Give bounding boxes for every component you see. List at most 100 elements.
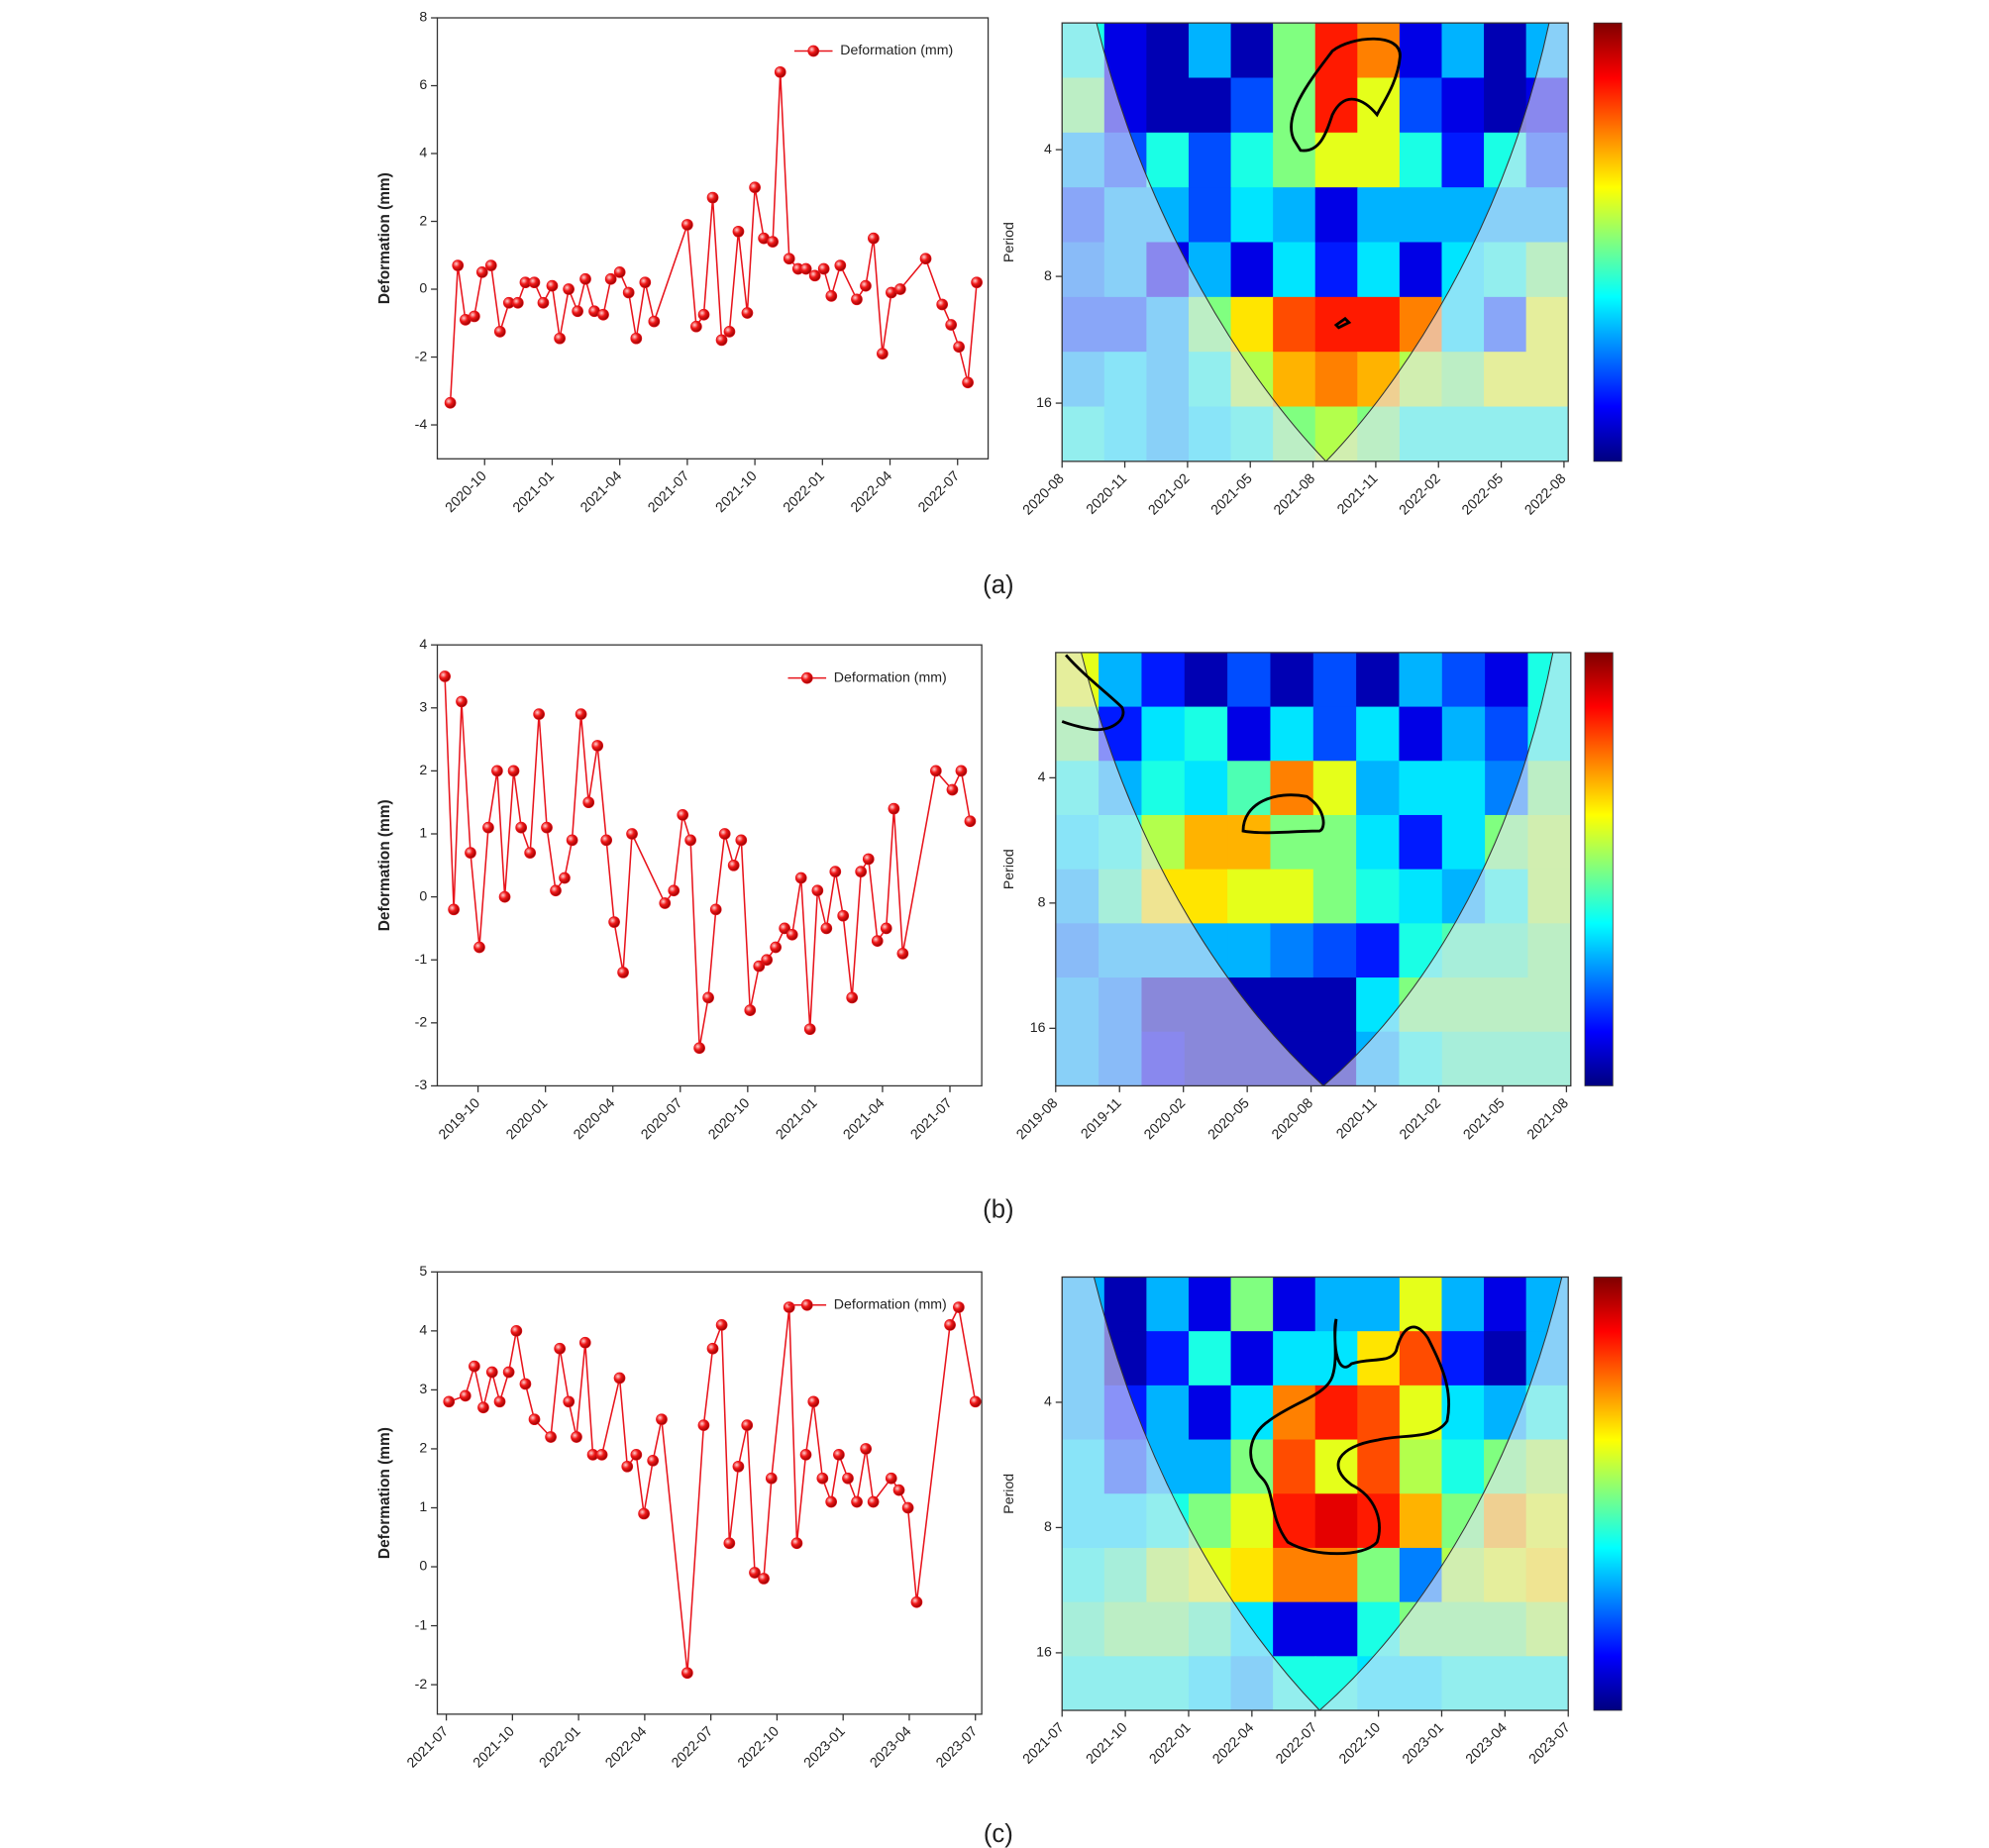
data-point (648, 315, 661, 328)
data-point (444, 396, 457, 409)
x-tick-label: 2021-02 (1396, 1094, 1443, 1142)
data-point (515, 821, 528, 834)
data-point (469, 1360, 480, 1373)
heat-cell (1273, 1547, 1316, 1603)
plot-frame (1055, 652, 1572, 1087)
heat-cell (1270, 761, 1314, 816)
x-tick-label: 2021-07 (403, 1723, 451, 1771)
data-point (697, 1419, 710, 1431)
heat-cell (1270, 814, 1314, 871)
data-point (475, 266, 488, 278)
y-tick-label: -1 (415, 1616, 428, 1632)
data-point (969, 1395, 982, 1408)
heat-cell (1273, 296, 1316, 353)
heat-cell (1356, 923, 1401, 978)
heat-cell (1146, 1385, 1190, 1441)
legend-label: Deformation (mm) (834, 668, 947, 684)
y-tick-label: -4 (415, 416, 428, 432)
heat-cell (1314, 1601, 1358, 1657)
heat-cell (1399, 187, 1443, 244)
heat-cell (1312, 652, 1357, 708)
heat-cell (1227, 761, 1272, 816)
panel-chart: Deformation (mm) -2 -1 0 1 2 3 4 5 2021-07 2021-10… (376, 1263, 983, 1771)
heat-cell (1314, 132, 1358, 188)
heat-cell (1230, 1493, 1274, 1549)
x-tick-label: 2022-04 (602, 1723, 650, 1771)
heat-cell (1399, 652, 1443, 708)
heat-cell (1357, 1385, 1401, 1441)
data-point (971, 276, 983, 289)
cone-of-influence (1081, 652, 1554, 1086)
data-point (811, 884, 824, 897)
heat-cell (1314, 242, 1358, 298)
y-axis-label: Period (1000, 1474, 1016, 1514)
data-point (723, 325, 736, 338)
x-tick-label: 2021-10 (470, 1723, 517, 1771)
data-point (783, 1301, 795, 1313)
x-tick-label: 2022-08 (1521, 470, 1569, 518)
cone-of-influence-shade (1062, 1277, 1569, 1711)
data-point (955, 765, 968, 777)
heat-cell (1441, 77, 1485, 134)
x-tick-label: 2022-01 (1146, 1719, 1194, 1767)
data-point (541, 821, 553, 834)
data-point (638, 1507, 650, 1520)
data-point (851, 293, 863, 306)
x-tick-label: 2023-01 (800, 1723, 848, 1771)
plot-frame (1061, 22, 1569, 462)
data-point (524, 847, 537, 859)
heat-cell (1484, 77, 1527, 134)
x-tick-label: 2021-07 (907, 1094, 955, 1142)
heat-cell (1314, 1493, 1358, 1549)
heat-cell (1312, 977, 1357, 1033)
data-point (511, 296, 524, 309)
data-point (834, 259, 847, 271)
data-point (681, 1667, 693, 1680)
y-tick-label: -2 (415, 1014, 428, 1030)
x-tick-label: 2022-05 (1458, 470, 1506, 518)
heat-cell (1314, 23, 1358, 79)
y-tick-label: 3 (419, 1381, 427, 1396)
data-point (765, 1472, 778, 1485)
data-point (493, 1395, 506, 1408)
heat-cell (1356, 814, 1401, 871)
significance-contour (1290, 37, 1402, 153)
heat-cell (1314, 77, 1358, 134)
data-point (491, 765, 503, 777)
heat-cell (1230, 242, 1274, 298)
data-point (613, 1372, 626, 1385)
data-point (749, 181, 761, 194)
data-point (825, 1495, 838, 1508)
cone-of-influence (1096, 23, 1550, 462)
data-point (537, 296, 550, 309)
data-point (741, 307, 754, 319)
x-tick-label: 2021-07 (645, 467, 692, 515)
data-point (582, 796, 595, 809)
panel-label: (b) (983, 1195, 1013, 1223)
data-point (677, 809, 689, 821)
x-tick-label: 2019-08 (1013, 1094, 1061, 1142)
data-point (622, 286, 635, 299)
x-tick-label: 2023-01 (1399, 1719, 1446, 1767)
y-tick-label: 2 (419, 762, 427, 777)
legend-marker (807, 45, 820, 57)
heat-cell (1146, 1331, 1190, 1386)
data-point (910, 1595, 923, 1608)
data-point (617, 967, 629, 978)
heat-cell (1230, 23, 1274, 79)
y-tick-label: 0 (419, 280, 427, 296)
heat-cell (1270, 869, 1314, 924)
heat-cell (1188, 77, 1232, 134)
heat-cell (1146, 77, 1190, 134)
heat-cell (1188, 187, 1232, 244)
data-line (449, 71, 978, 403)
heat-cell (1356, 761, 1401, 816)
x-tick-label: 2022-10 (734, 1723, 782, 1771)
y-tick-label: 4 (1044, 1393, 1052, 1409)
data-point (459, 1389, 471, 1402)
panel-chart: 4 8 16 2019-08 2019-11 2020-02 2020-05 2020-08 2… (1000, 652, 1614, 1142)
plot-frame (436, 1271, 983, 1715)
data-point (566, 834, 578, 847)
heat-cell (1441, 814, 1486, 871)
